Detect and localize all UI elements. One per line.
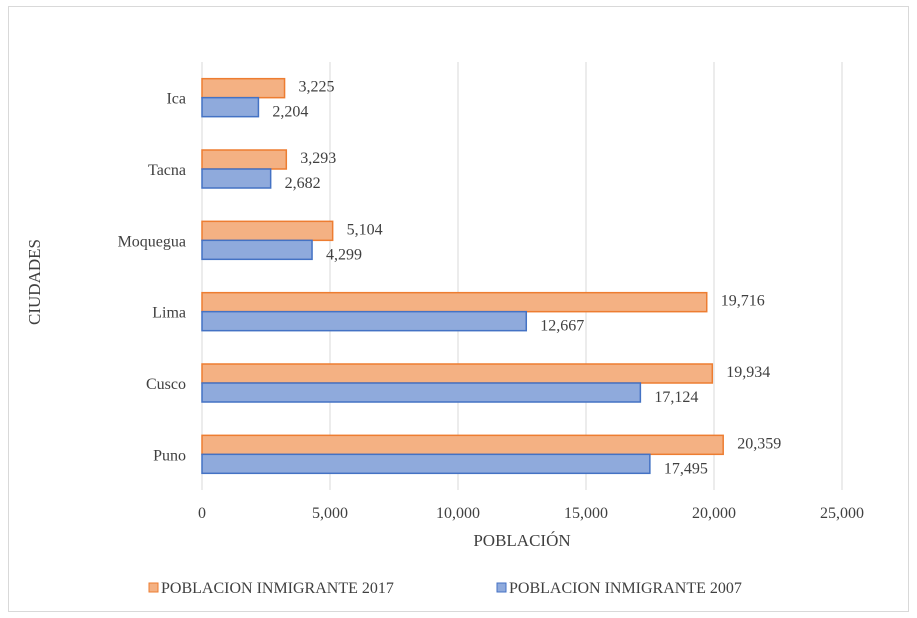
data-label-2007: 17,124 (654, 389, 698, 406)
legend-label: POBLACION INMIGRANTE 2007 (509, 580, 742, 597)
data-label-2007: 17,495 (664, 460, 708, 477)
legend-swatch (148, 582, 159, 593)
bar-2007 (201, 239, 313, 261)
x-axis-title: POBLACIÓN (473, 531, 570, 550)
data-label-2007: 2,204 (272, 104, 308, 121)
bar-2017 (201, 77, 286, 99)
data-label-2017: 3,293 (300, 150, 336, 167)
gridlines (201, 62, 843, 490)
y-tick-label: Moquegua (118, 233, 186, 250)
legend: POBLACION INMIGRANTE 2017 POBLACION INMIG… (148, 580, 742, 597)
y-tick-label: Tacna (148, 162, 186, 179)
y-tick-label: Lima (152, 305, 186, 322)
bar-2007 (201, 168, 272, 189)
bar-2017 (201, 363, 714, 384)
y-tick-label: Cusco (146, 376, 186, 393)
x-tick-label: 0 (198, 505, 206, 522)
data-label-2007: 4,299 (326, 246, 362, 263)
data-label-2017: 19,716 (721, 293, 765, 310)
legend-swatch (496, 582, 507, 593)
bars (201, 77, 724, 475)
bar-2007 (201, 382, 642, 403)
y-tick-label: Puno (153, 447, 186, 464)
x-tick-label: 5,000 (312, 505, 348, 522)
bar-2007 (201, 310, 528, 332)
data-label-2017: 19,934 (726, 364, 770, 381)
x-tick-label: 15,000 (564, 505, 608, 522)
data-label-2017: 3,225 (299, 79, 335, 96)
y-tick-label: Ica (166, 91, 186, 108)
data-label-2017: 5,104 (347, 221, 383, 238)
data-label-2017: 20,359 (737, 435, 781, 452)
x-tick-label: 20,000 (692, 505, 736, 522)
data-label-2007: 2,682 (285, 175, 321, 192)
bar-2017 (201, 434, 724, 456)
data-label-2007: 12,667 (540, 318, 584, 335)
bar-2017 (201, 149, 288, 170)
x-tick-label: 10,000 (436, 505, 480, 522)
y-axis-title: CIUDADES (25, 239, 44, 325)
legend-label: POBLACION INMIGRANTE 2017 (161, 580, 394, 597)
bar-2007 (201, 453, 651, 475)
bar-2007 (201, 96, 260, 118)
x-tick-label: 25,000 (820, 505, 864, 522)
bar-2017 (201, 291, 708, 313)
labels: 0 5,000 10,000 15,000 20,000 25,000 Puno 20,359… (118, 79, 864, 522)
bar-2017 (201, 220, 334, 242)
